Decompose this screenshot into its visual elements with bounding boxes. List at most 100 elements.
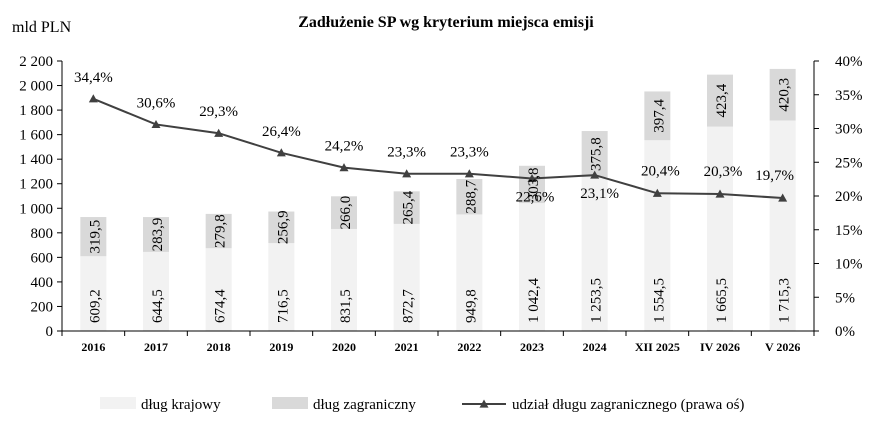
legend-label-domestic: dług krajowy — [141, 397, 221, 413]
share-marker-11 — [778, 193, 788, 202]
y2-tick-label: 15% — [835, 223, 863, 239]
label-foreign-1: 283,9 — [150, 218, 166, 252]
bar-domestic-2 — [205, 248, 232, 331]
legend-swatch-domestic — [100, 397, 136, 409]
share-marker-3 — [276, 148, 286, 157]
label-domestic-3: 716,5 — [275, 289, 291, 323]
label-share-2: 29,3% — [199, 104, 238, 120]
bar-foreign-6 — [456, 179, 483, 215]
y2-tick-label: 25% — [835, 155, 863, 171]
y2-tick-label: 5% — [835, 290, 855, 306]
share-marker-1 — [151, 119, 161, 129]
bars-layer — [80, 68, 796, 332]
label-share-7: 22,6% — [516, 189, 555, 205]
label-domestic-11: 1 715,3 — [777, 278, 793, 323]
label-foreign-0: 319,5 — [87, 220, 103, 254]
bar-domestic-9 — [644, 140, 671, 331]
label-domestic-6: 949,8 — [463, 289, 479, 323]
x-tick-label: XII 2025 — [635, 340, 680, 354]
label-foreign-10: 423,4 — [714, 83, 730, 117]
label-foreign-8: 375,8 — [589, 137, 605, 171]
label-share-4: 24,2% — [325, 139, 364, 155]
y-tick-label: 2 200 — [19, 54, 53, 70]
y-axis-label: mld PLN — [12, 19, 72, 36]
label-share-9: 20,4% — [641, 163, 680, 179]
bar-domestic-7 — [519, 203, 545, 331]
y2-tick-label: 40% — [835, 54, 863, 70]
bar-foreign-11 — [769, 68, 796, 121]
x-tick-label: 2016 — [81, 340, 105, 354]
label-foreign-11: 420,3 — [777, 78, 793, 112]
label-foreign-6: 288,7 — [463, 179, 479, 213]
y-tick-label: 0 — [46, 324, 54, 340]
bar-foreign-0 — [80, 217, 107, 257]
bar-foreign-7 — [519, 165, 545, 204]
legend: dług krajowy dług zagraniczny udział długu… — [100, 397, 744, 413]
share-marker-4 — [339, 163, 349, 172]
label-share-11: 19,7% — [755, 168, 794, 184]
x-tick-label: V 2026 — [765, 340, 800, 354]
share-marker-5 — [402, 169, 412, 178]
label-share-3: 26,4% — [262, 124, 301, 140]
x-tick-label: 2020 — [332, 340, 356, 354]
label-domestic-1: 644,5 — [150, 289, 166, 323]
bar-foreign-2 — [205, 213, 232, 249]
label-share-0: 34,4% — [74, 70, 113, 86]
y-tick-label: 1 400 — [19, 152, 53, 168]
y-tick-label: 1 000 — [19, 201, 53, 217]
label-domestic-2: 674,4 — [213, 289, 229, 323]
x-tick-label: 2017 — [144, 340, 168, 354]
label-foreign-3: 256,9 — [275, 210, 291, 244]
x-tick-label: IV 2026 — [700, 340, 740, 354]
x-tick-label: 2023 — [520, 340, 544, 354]
data-labels-layer: 609,2 644,5 674,4 716,5 831,5 872,7 949,8 1 042… — [74, 70, 794, 323]
legend-marker-share — [479, 399, 489, 408]
label-foreign-7: 303,8 — [526, 168, 542, 202]
y-tick-label: 1 200 — [19, 177, 53, 193]
share-marker-7 — [527, 173, 537, 183]
label-share-10: 20,3% — [704, 164, 743, 180]
bar-foreign-10 — [707, 74, 733, 127]
share-line — [92, 97, 783, 200]
label-share-6: 23,3% — [450, 145, 489, 161]
bar-foreign-5 — [393, 191, 420, 224]
x-tick-label: 2018 — [207, 340, 231, 354]
y2-tick-label: 20% — [835, 189, 863, 205]
bar-domestic-6 — [456, 214, 483, 331]
y2-tick-label: 30% — [835, 122, 863, 138]
share-line-layer — [88, 94, 788, 202]
y2-tick-label: 35% — [835, 88, 863, 104]
label-foreign-4: 266,0 — [338, 196, 354, 230]
y-tick-label: 1 600 — [19, 128, 53, 144]
label-domestic-4: 831,5 — [338, 289, 354, 323]
chart-title: Zadłużenie SP wg kryterium miejsca emisj… — [298, 14, 594, 31]
label-domestic-9: 1 554,5 — [651, 278, 667, 323]
label-foreign-9: 397,4 — [651, 98, 667, 132]
legend-label-share: udział długu zagranicznego (prawa oś) — [512, 397, 744, 413]
label-domestic-5: 872,7 — [401, 289, 417, 323]
axes-layer: 0 200 400 600 800 1 000 1 200 1 400 1 600 1 800 2 … — [19, 54, 862, 354]
label-share-1: 30,6% — [137, 95, 176, 111]
x-tick-label: 2022 — [457, 340, 481, 354]
bar-foreign-8 — [581, 131, 608, 178]
y-tick-label: 600 — [31, 250, 54, 266]
bar-domestic-10 — [707, 126, 733, 332]
bar-foreign-3 — [268, 211, 295, 244]
legend-label-foreign: dług zagraniczny — [313, 397, 416, 413]
share-marker-6 — [464, 169, 474, 178]
bar-domestic-11 — [769, 120, 796, 332]
share-marker-2 — [214, 128, 224, 137]
legend-swatch-foreign — [272, 397, 308, 409]
share-marker-8 — [590, 170, 600, 179]
y-tick-label: 2 000 — [19, 79, 53, 95]
bar-domestic-8 — [581, 177, 608, 331]
y-tick-label: 400 — [31, 275, 54, 291]
label-foreign-5: 265,4 — [401, 190, 417, 224]
share-marker-10 — [715, 189, 725, 198]
label-share-5: 23,3% — [387, 145, 426, 161]
y-tick-label: 200 — [31, 299, 54, 315]
bar-foreign-4 — [331, 196, 357, 229]
bar-domestic-0 — [80, 256, 107, 331]
label-domestic-10: 1 665,5 — [714, 278, 730, 323]
